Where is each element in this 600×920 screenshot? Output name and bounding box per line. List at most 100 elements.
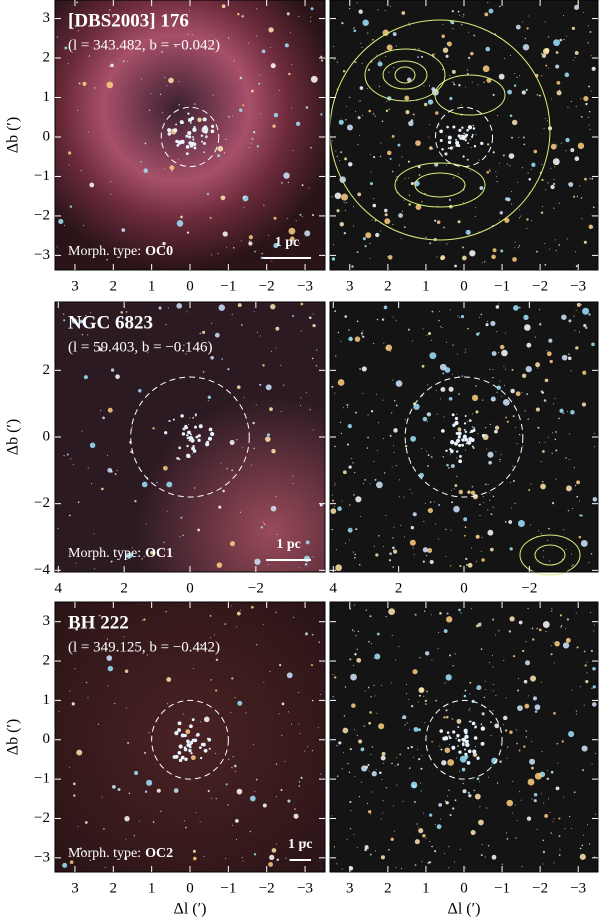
star [311,213,315,217]
star [419,687,424,692]
star [487,1,489,4]
star [291,107,293,109]
star [428,85,431,87]
star [178,80,180,83]
x-tick-label: −3 [297,880,313,896]
star [333,505,335,507]
star [495,451,497,453]
star [582,370,587,375]
star [515,729,517,731]
star [383,472,386,474]
star [373,460,375,462]
star [526,816,532,821]
star [439,363,447,371]
star [248,235,253,240]
star [502,724,504,726]
star [458,14,460,16]
x-tick-label: −3 [297,278,313,294]
star [354,729,356,731]
star [191,453,193,455]
star [240,240,242,242]
star [166,85,168,87]
star [575,612,577,614]
star [537,426,540,429]
star [233,764,237,768]
star [124,816,130,822]
star [410,435,417,442]
star [127,741,130,744]
star [465,442,468,445]
star [256,145,260,148]
star [396,763,399,766]
panel [329,601,599,873]
star [385,616,387,618]
star [217,154,221,158]
star [540,211,544,214]
star [446,463,449,467]
star [207,400,209,402]
star [307,746,309,748]
star [451,10,454,13]
star [552,182,556,186]
star [500,454,502,456]
star [583,95,589,102]
star [457,134,461,138]
star [162,465,168,471]
star [166,677,172,682]
star [398,496,400,498]
star [357,630,360,633]
star [187,739,190,742]
star [492,506,494,508]
star [574,57,576,59]
star [469,707,471,709]
star [400,238,402,240]
star [448,735,451,737]
star [256,331,258,333]
star [440,386,446,392]
star [392,537,394,539]
star [381,779,383,781]
star [399,753,401,756]
star [536,627,539,630]
star [553,662,555,664]
star [196,732,200,737]
star [511,190,513,193]
star [394,765,396,767]
star [496,181,498,183]
star [71,13,73,15]
y-tick-label: −3 [34,849,50,865]
star [236,626,238,628]
star [413,403,420,410]
star [177,728,181,732]
star [443,629,448,634]
star [591,66,596,71]
star [496,385,501,390]
star [446,731,450,734]
star [199,721,201,723]
contour [364,48,446,102]
star [390,682,392,684]
star [122,60,125,63]
star [359,368,361,370]
star [550,167,552,169]
star [433,437,435,439]
star [559,614,563,617]
star [551,610,553,612]
star [362,19,369,27]
star [310,16,312,18]
star [366,87,368,89]
star [529,524,531,526]
star [215,689,218,692]
star [348,329,350,331]
star [492,93,495,96]
star [386,347,388,350]
star [71,318,77,324]
star [259,113,261,115]
star [429,124,431,126]
star [193,103,196,105]
star [470,51,474,56]
star [211,797,213,799]
star [250,605,254,609]
star [215,797,217,800]
star [484,680,486,682]
